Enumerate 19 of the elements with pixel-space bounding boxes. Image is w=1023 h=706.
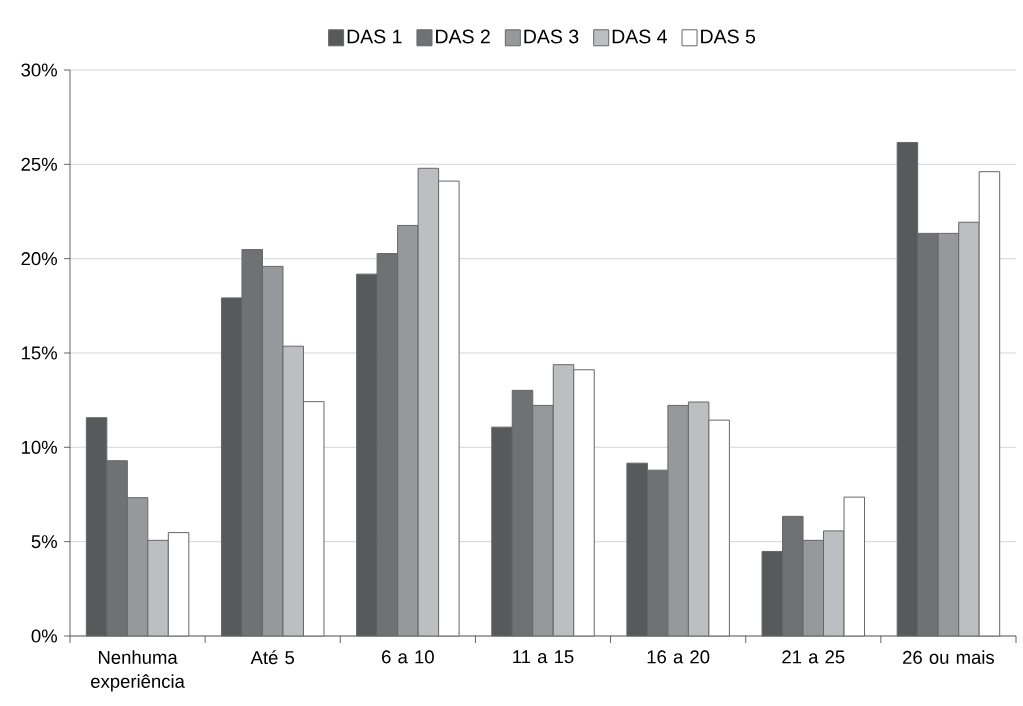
- y-tick-label: 15%: [22, 346, 57, 360]
- y-tick-label: 25%: [21, 157, 57, 171]
- y-tick-label: 0%: [31, 629, 57, 643]
- x-tick-label: 11 a 15: [513, 650, 574, 664]
- x-tick-label: 26 ou mais: [903, 650, 994, 664]
- x-tick-label: 21 a 25: [782, 650, 845, 664]
- y-tick-label: 30%: [21, 63, 57, 77]
- legend-label: DAS 3: [524, 29, 579, 44]
- x-tick-label: 6 a 10: [382, 650, 434, 664]
- y-tick-label: 5%: [31, 535, 57, 549]
- legend-label: DAS 5: [701, 29, 756, 44]
- y-tick-label: 10%: [22, 440, 57, 454]
- legend-label: DAS 1: [347, 29, 402, 44]
- x-tick-label: Nenhuma experiência: [91, 650, 185, 692]
- x-tick-label: Até 5: [250, 650, 295, 665]
- legend-label: DAS 4: [612, 29, 667, 44]
- x-tick-label: 16 a 20: [647, 650, 710, 664]
- y-tick-label: 20%: [21, 252, 57, 266]
- legend-label: DAS 2: [436, 29, 490, 44]
